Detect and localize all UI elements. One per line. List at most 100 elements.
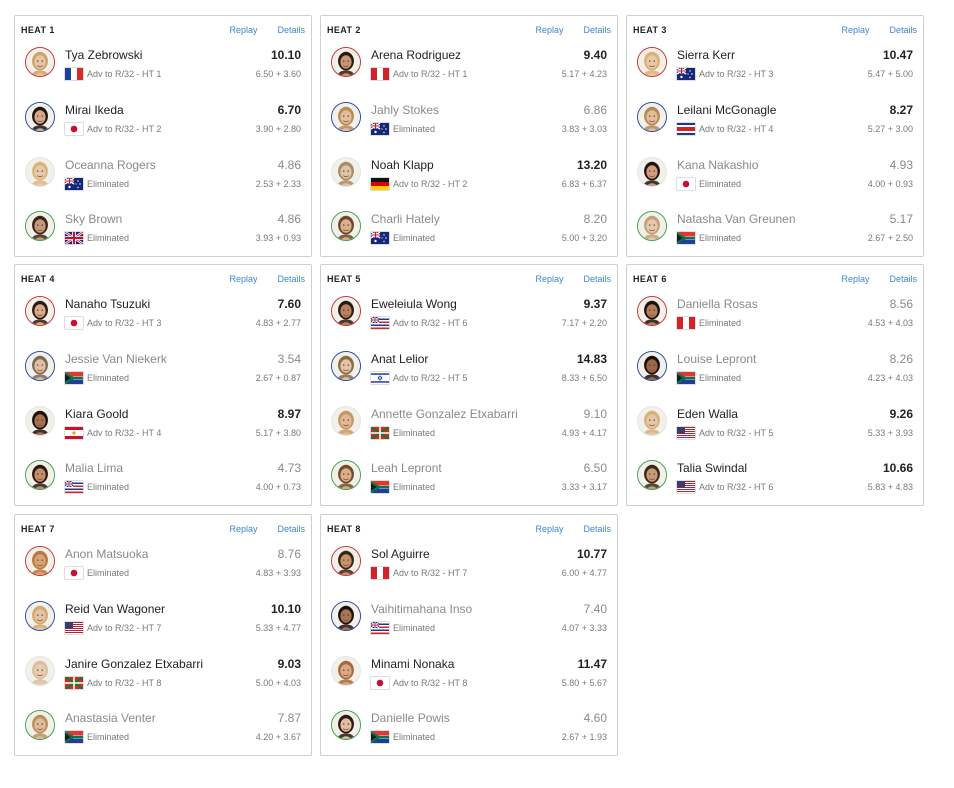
- flag-icon-au: [371, 123, 389, 135]
- surfer-name: Oceanna Rogers: [65, 158, 156, 172]
- surfer-row[interactable]: Leah Lepront 6.50 Eliminated 3.33 + 3.17: [331, 460, 607, 510]
- surfer-status: Adv to R/32 - HT 2: [87, 124, 162, 134]
- replay-link[interactable]: Replay: [841, 274, 870, 284]
- surfer-row[interactable]: Anastasia Venter 7.87 Eliminated 4.20 + 3.6…: [25, 710, 301, 760]
- heat-total-score: 10.66: [882, 461, 913, 475]
- surfer-status: Eliminated: [699, 179, 742, 189]
- surfer-name: Janire Gonzalez Etxabarri: [65, 657, 204, 671]
- surfer-row[interactable]: Charli Hately 8.20 Eliminated 5.00 + 3.20: [331, 211, 607, 261]
- heat-header: HEAT 4 Replay Details: [21, 274, 305, 288]
- heat-total-score: 10.47: [882, 48, 913, 62]
- flag-icon-de: [371, 178, 389, 190]
- surfer-row[interactable]: Louise Lepront 8.26 Eliminated 4.23 + 4.03: [637, 351, 913, 401]
- wave-scores: 5.17 + 4.23: [561, 69, 607, 79]
- details-link[interactable]: Details: [583, 524, 611, 534]
- surfer-row[interactable]: Arena Rodriguez 9.40 Adv to R/32 - HT 1 5.1…: [331, 47, 607, 97]
- replay-link[interactable]: Replay: [841, 25, 870, 35]
- flag-icon-jp: [371, 677, 389, 689]
- surfer-avatar: [331, 157, 361, 187]
- heat-total-score: 7.40: [583, 602, 607, 616]
- surfer-row[interactable]: Janire Gonzalez Etxabarri 9.03 Adv to R/32…: [25, 656, 301, 706]
- wave-scores: 4.93 + 4.17: [561, 428, 607, 438]
- details-link[interactable]: Details: [583, 25, 611, 35]
- surfer-row[interactable]: Oceanna Rogers 4.86 Eliminated 2.53 + 2.33: [25, 157, 301, 207]
- surfer-status: Adv to R/32 - HT 5: [699, 428, 774, 438]
- replay-link[interactable]: Replay: [229, 274, 258, 284]
- surfer-name: Eweleiula Wong: [371, 297, 457, 311]
- surfer-row[interactable]: Noah Klapp 13.20 Adv to R/32 - HT 2 6.83 + …: [331, 157, 607, 207]
- surfer-avatar: [25, 601, 55, 631]
- surfer-row[interactable]: Danielle Powis 4.60 Eliminated 2.67 + 1.93: [331, 710, 607, 760]
- surfer-status: Adv to R/32 - HT 3: [699, 69, 774, 79]
- wave-scores: 6.83 + 6.37: [561, 179, 607, 189]
- surfer-avatar: [331, 47, 361, 77]
- details-link[interactable]: Details: [583, 274, 611, 284]
- details-link[interactable]: Details: [889, 25, 917, 35]
- heat-total-score: 9.26: [889, 407, 913, 421]
- wave-scores: 6.50 + 3.60: [255, 69, 301, 79]
- surfer-row[interactable]: Eden Walla 9.26 Adv to R/32 - HT 5 5.33 + 3…: [637, 406, 913, 456]
- heat-links: Replay Details: [515, 524, 611, 534]
- wave-scores: 4.83 + 2.77: [255, 318, 301, 328]
- surfer-avatar: [637, 102, 667, 132]
- wave-scores: 3.83 + 3.03: [561, 124, 607, 134]
- details-link[interactable]: Details: [277, 25, 305, 35]
- replay-link[interactable]: Replay: [229, 25, 258, 35]
- details-link[interactable]: Details: [889, 274, 917, 284]
- heat-total-score: 8.20: [583, 212, 607, 226]
- surfer-status: Adv to R/32 - HT 7: [393, 568, 468, 578]
- surfer-row[interactable]: Reid Van Wagoner 10.10 Adv to R/32 - HT 7 5…: [25, 601, 301, 651]
- flag-icon-za: [677, 372, 695, 384]
- surfer-row[interactable]: Sol Aguirre 10.77 Adv to R/32 - HT 7 6.00 +…: [331, 546, 607, 596]
- surfer-row[interactable]: Vaihitimahana Inso 7.40 Eliminated 4.07 + 3…: [331, 601, 607, 651]
- surfer-row[interactable]: Jessie Van Niekerk 3.54 Eliminated 2.67 + 0…: [25, 351, 301, 401]
- heat-links: Replay Details: [821, 274, 917, 284]
- replay-link[interactable]: Replay: [535, 274, 564, 284]
- heat-links: Replay Details: [209, 25, 305, 35]
- surfer-row[interactable]: Daniella Rosas 8.56 Eliminated 4.53 + 4.03: [637, 296, 913, 346]
- surfer-row[interactable]: Eweleiula Wong 9.37 Adv to R/32 - HT 6 7.17…: [331, 296, 607, 346]
- surfer-row[interactable]: Sky Brown 4.86 Eliminated 3.93 + 0.93: [25, 211, 301, 261]
- heat-links: Replay Details: [209, 274, 305, 284]
- surfer-row[interactable]: Malia Lima 4.73 Eliminated 4.00 + 0.73: [25, 460, 301, 510]
- surfer-row[interactable]: Annette Gonzalez Etxabarri 9.10 Eliminated…: [331, 406, 607, 456]
- replay-link[interactable]: Replay: [229, 524, 258, 534]
- details-link[interactable]: Details: [277, 524, 305, 534]
- surfer-row[interactable]: Anat Lelior 14.83 Adv to R/32 - HT 5 8.33 +…: [331, 351, 607, 401]
- heat-header: HEAT 1 Replay Details: [21, 25, 305, 39]
- flag-icon-eu: [65, 677, 83, 689]
- wave-scores: 5.27 + 3.00: [867, 124, 913, 134]
- heat-card-4: HEAT 4 Replay Details Nanaho Tsuzuki 7.60 Ad…: [14, 264, 312, 506]
- surfer-row[interactable]: Leilani McGonagle 8.27 Adv to R/32 - HT 4 5…: [637, 102, 913, 152]
- wave-scores: 4.00 + 0.73: [255, 482, 301, 492]
- surfer-row[interactable]: Sierra Kerr 10.47 Adv to R/32 - HT 3 5.47 +…: [637, 47, 913, 97]
- flag-icon-us: [677, 427, 695, 439]
- details-link[interactable]: Details: [277, 274, 305, 284]
- surfer-row[interactable]: Mirai Ikeda 6.70 Adv to R/32 - HT 2 3.90 + …: [25, 102, 301, 152]
- heat-total-score: 8.76: [277, 547, 301, 561]
- surfer-row[interactable]: Kiara Goold 8.97 Adv to R/32 - HT 4 5.17 + …: [25, 406, 301, 456]
- heat-total-score: 5.17: [889, 212, 913, 226]
- surfer-status: Eliminated: [699, 318, 742, 328]
- surfer-row[interactable]: Minami Nonaka 11.47 Adv to R/32 - HT 8 5.80…: [331, 656, 607, 706]
- flag-icon-pe: [371, 567, 389, 579]
- replay-link[interactable]: Replay: [535, 25, 564, 35]
- heat-header: HEAT 7 Replay Details: [21, 524, 305, 538]
- surfer-row[interactable]: Talia Swindal 10.66 Adv to R/32 - HT 6 5.83…: [637, 460, 913, 510]
- surfer-row[interactable]: Anon Matsuoka 8.76 Eliminated 4.83 + 3.93: [25, 546, 301, 596]
- flag-icon-hi: [65, 481, 83, 493]
- surfer-row[interactable]: Tya Zebrowski 10.10 Adv to R/32 - HT 1 6.50…: [25, 47, 301, 97]
- surfer-row[interactable]: Jahly Stokes 6.86 Eliminated 3.83 + 3.03: [331, 102, 607, 152]
- flag-icon-za: [371, 481, 389, 493]
- surfer-avatar: [637, 157, 667, 187]
- surfer-row[interactable]: Kana Nakashio 4.93 Eliminated 4.00 + 0.93: [637, 157, 913, 207]
- heat-card-2: HEAT 2 Replay Details Arena Rodriguez 9.40 A…: [320, 15, 618, 257]
- surfer-avatar: [25, 656, 55, 686]
- surfer-row[interactable]: Natasha Van Greunen 5.17 Eliminated 2.67 + …: [637, 211, 913, 261]
- heat-title: HEAT 8: [327, 524, 361, 534]
- flag-icon-jp: [65, 317, 83, 329]
- heat-title: HEAT 3: [633, 25, 667, 35]
- replay-link[interactable]: Replay: [535, 524, 564, 534]
- surfer-row[interactable]: Nanaho Tsuzuki 7.60 Adv to R/32 - HT 3 4.83…: [25, 296, 301, 346]
- heat-links: Replay Details: [515, 25, 611, 35]
